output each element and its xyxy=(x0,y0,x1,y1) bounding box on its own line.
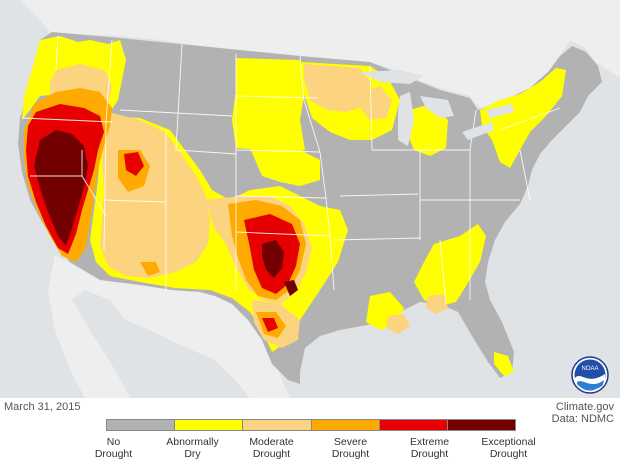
legend-label-line1: Severe xyxy=(333,436,368,448)
legend-swatch xyxy=(379,420,448,430)
legend-label-line2: Drought xyxy=(331,448,370,460)
exceptional-drought-areas xyxy=(34,130,298,296)
legend-swatch xyxy=(243,420,312,430)
noaa-logo: NOAA xyxy=(571,356,609,394)
legend-label: Exceptional Drought xyxy=(469,436,548,460)
svg-text:NOAA: NOAA xyxy=(581,366,598,372)
legend-swatch xyxy=(107,420,176,430)
legend-label: Abnormally Dry xyxy=(153,436,232,460)
legend-label: Extreme Drought xyxy=(390,436,469,460)
legend-swatch xyxy=(175,420,244,430)
legend-labels: No Drought Abnormally Dry Moderate Drought Sev… xyxy=(74,436,548,460)
legend-label-line1: No xyxy=(106,436,121,448)
legend-swatch xyxy=(311,420,380,430)
source-label: Climate.gov xyxy=(555,401,614,413)
legend-label-line2: Drought xyxy=(252,448,291,460)
legend-label-line1: Moderate xyxy=(249,436,294,448)
legend-label-line2: Drought xyxy=(94,448,133,460)
map-date: March 31, 2015 xyxy=(4,401,81,413)
legend-label-line2: Drought xyxy=(410,448,449,460)
legend-label-line2: Dry xyxy=(184,448,201,460)
data-source-label: Data: NDMC xyxy=(551,413,614,425)
legend-label-line1: Exceptional xyxy=(481,436,536,448)
legend-bar xyxy=(106,419,516,431)
legend-label-line1: Abnormally xyxy=(166,436,219,448)
legend-label-line1: Extreme xyxy=(409,436,450,448)
drought-map xyxy=(0,0,620,398)
legend-label: Severe Drought xyxy=(311,436,390,460)
credit: Climate.gov Data: NDMC xyxy=(552,401,614,425)
great-lakes xyxy=(360,70,514,146)
mexico-land xyxy=(48,255,290,398)
canada-land xyxy=(0,0,620,108)
legend-swatch xyxy=(447,420,516,430)
state-boundaries xyxy=(21,35,561,305)
map-area xyxy=(0,0,620,398)
legend-label-line2: Drought xyxy=(489,448,528,460)
legend-label: Moderate Drought xyxy=(232,436,311,460)
legend-label: No Drought xyxy=(74,436,153,460)
